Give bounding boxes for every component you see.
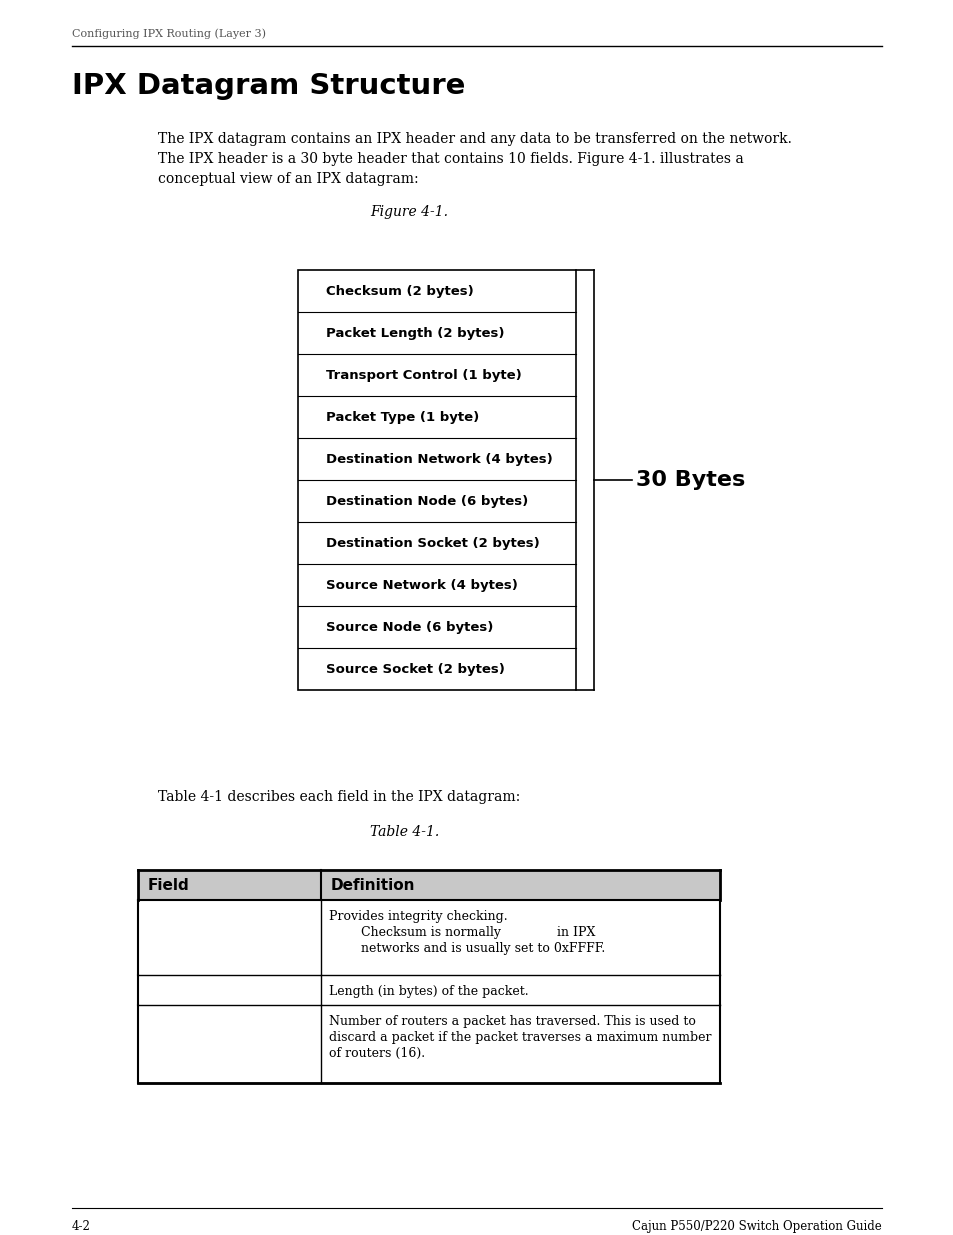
Text: Source Socket (2 bytes): Source Socket (2 bytes) — [326, 662, 504, 676]
Text: Table 4-1.: Table 4-1. — [370, 825, 438, 839]
Text: networks and is usually set to 0xFFFF.: networks and is usually set to 0xFFFF. — [329, 942, 604, 955]
Text: Provides integrity checking.: Provides integrity checking. — [329, 910, 507, 923]
Text: IPX Datagram Structure: IPX Datagram Structure — [71, 72, 465, 100]
Text: of routers (16).: of routers (16). — [329, 1047, 425, 1060]
Text: Source Node (6 bytes): Source Node (6 bytes) — [326, 620, 493, 634]
Text: Cajun P550/P220 Switch Operation Guide: Cajun P550/P220 Switch Operation Guide — [632, 1220, 882, 1233]
Text: Destination Network (4 bytes): Destination Network (4 bytes) — [326, 452, 552, 466]
Text: The IPX datagram contains an IPX header and any data to be transferred on the ne: The IPX datagram contains an IPX header … — [158, 132, 791, 146]
Text: 4-2: 4-2 — [71, 1220, 91, 1233]
Text: Configuring IPX Routing (Layer 3): Configuring IPX Routing (Layer 3) — [71, 28, 266, 38]
Text: Packet Length (2 bytes): Packet Length (2 bytes) — [326, 326, 504, 340]
Text: Packet Type (1 byte): Packet Type (1 byte) — [326, 410, 478, 424]
Bar — [297, 270, 576, 690]
Text: 30 Bytes: 30 Bytes — [636, 471, 744, 490]
Text: Destination Node (6 bytes): Destination Node (6 bytes) — [326, 494, 528, 508]
Text: Checksum (2 bytes): Checksum (2 bytes) — [326, 284, 474, 298]
Text: Definition: Definition — [331, 878, 416, 893]
Text: discard a packet if the packet traverses a maximum number: discard a packet if the packet traverses… — [329, 1031, 711, 1044]
Text: Table 4-1 describes each field in the IPX datagram:: Table 4-1 describes each field in the IP… — [158, 790, 519, 804]
Text: Length (in bytes) of the packet.: Length (in bytes) of the packet. — [329, 986, 528, 998]
Text: Field: Field — [148, 878, 190, 893]
Text: Checksum is normally              in IPX: Checksum is normally in IPX — [329, 926, 595, 939]
Bar — [138, 869, 720, 900]
Text: The IPX header is a 30 byte header that contains 10 fields. Figure 4-1. illustra: The IPX header is a 30 byte header that … — [158, 152, 743, 165]
Text: Transport Control (1 byte): Transport Control (1 byte) — [326, 368, 521, 382]
Text: conceptual view of an IPX datagram:: conceptual view of an IPX datagram: — [158, 172, 418, 186]
Text: Destination Socket (2 bytes): Destination Socket (2 bytes) — [326, 536, 539, 550]
Text: Figure 4-1.: Figure 4-1. — [370, 205, 448, 219]
Text: Source Network (4 bytes): Source Network (4 bytes) — [326, 578, 517, 592]
Text: Number of routers a packet has traversed. This is used to: Number of routers a packet has traversed… — [329, 1015, 695, 1028]
